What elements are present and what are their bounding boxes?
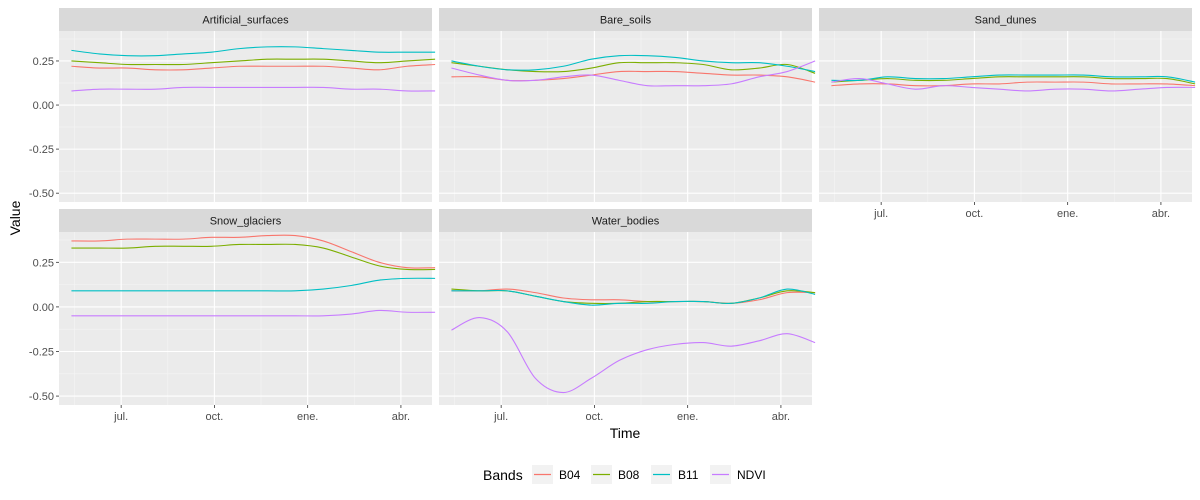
facet-water-bodies: Water_bodies jul. oct. ene. abr. (439, 209, 816, 423)
x-tick-label: jul. (113, 411, 128, 423)
facet-strip-label: Snow_glaciers (210, 216, 282, 228)
x-tick-label: abr. (392, 411, 410, 423)
legend-title: Bands (483, 467, 523, 483)
legend: Bands B04 B08 B11 NDVI (483, 465, 766, 484)
x-tick-label: abr. (1152, 208, 1170, 220)
series-line-ndvi (831, 78, 1196, 92)
y-tick-label: 0.00 (33, 302, 54, 314)
facet-strip (439, 8, 812, 31)
y-tick-label: 0.25 (33, 257, 54, 269)
panel-background (59, 31, 432, 202)
series-line-b08 (71, 58, 436, 66)
x-tick-label: ene. (677, 411, 698, 423)
y-tick-label: 0.00 (33, 100, 54, 112)
facet-strip (819, 8, 1192, 31)
y-tick-label: -0.50 (29, 391, 54, 403)
facet-strip-label: Bare_soils (600, 15, 652, 27)
x-tick-label: abr. (772, 411, 790, 423)
y-tick-label: -0.25 (29, 144, 54, 156)
series-line-b04 (71, 234, 436, 269)
x-tick-label: oct. (966, 208, 984, 220)
legend-label: NDVI (737, 468, 766, 482)
series-line-ndvi (71, 309, 436, 317)
panel-background (59, 232, 432, 405)
panel-background (819, 31, 1192, 202)
series-line-ndvi (451, 317, 816, 394)
x-tick-label: oct. (206, 411, 224, 423)
legend-label: B04 (559, 468, 581, 482)
series-line-b04 (451, 288, 816, 304)
series-line-b11 (71, 277, 436, 292)
facet-panels: Artificial_surfaces -0.50 -0.25 0.00 0.25 Bar… (29, 8, 1196, 423)
series-line-ndvi (71, 86, 436, 92)
series-line-b04 (71, 63, 436, 71)
facet-artificial-surfaces: Artificial_surfaces -0.50 -0.25 0.00 0.25 (29, 8, 436, 202)
series-line-b08 (71, 243, 436, 271)
series-line-b11 (831, 74, 1196, 83)
y-tick-label: -0.50 (29, 188, 54, 200)
x-tick-label: jul. (493, 411, 508, 423)
x-axis-title: Time (610, 425, 641, 441)
facet-strip (439, 209, 812, 232)
x-tick-label: oct. (586, 411, 604, 423)
y-tick-label: 0.25 (33, 56, 54, 68)
panel-background (439, 232, 812, 405)
facet-strip (59, 209, 432, 232)
legend-item-b08: B08 (591, 465, 640, 484)
series-line-b11 (71, 46, 436, 57)
y-axis-title: Value (7, 200, 23, 235)
y-tick-label: -0.25 (29, 346, 54, 358)
legend-item-b04: B04 (532, 465, 581, 484)
panel-background (439, 31, 812, 202)
x-tick-label: ene. (297, 411, 318, 423)
facet-strip-label: Sand_dunes (975, 15, 1037, 27)
series-line-ndvi (451, 60, 816, 87)
x-tick-label: ene. (1057, 208, 1078, 220)
legend-label: B11 (678, 468, 699, 482)
series-line-b08 (831, 76, 1196, 85)
facet-bare-soils: Bare_soils (439, 8, 816, 202)
facet-strip-label: Water_bodies (592, 216, 660, 228)
facet-sand-dunes: Sand_dunes jul. oct. ene. abr. (819, 8, 1196, 220)
series-line-b11 (451, 54, 816, 73)
legend-item-b11: B11 (651, 465, 699, 484)
facet-strip (59, 8, 432, 31)
facet-strip-label: Artificial_surfaces (202, 15, 289, 27)
legend-item-ndvi: NDVI (710, 465, 766, 484)
legend-label: B08 (618, 468, 640, 482)
x-tick-label: jul. (873, 208, 888, 220)
series-line-b11 (451, 288, 816, 306)
facet-snow-glaciers: Snow_glaciers -0.50 -0.25 0.00 0.25 jul. oct. e… (29, 209, 436, 423)
